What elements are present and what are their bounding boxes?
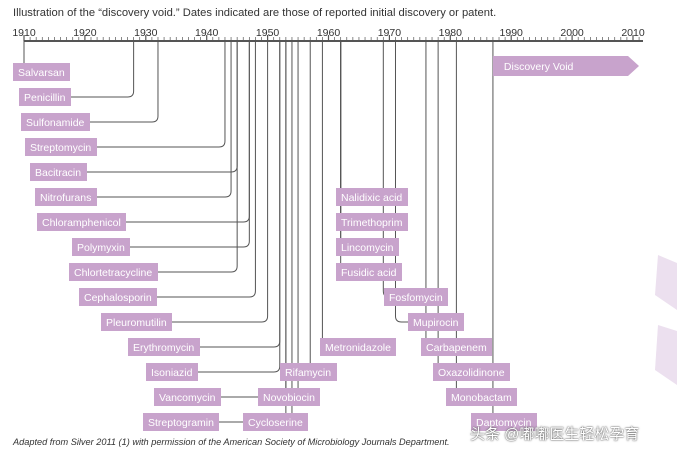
tick-label: 1920 — [73, 27, 97, 39]
drug-label: Mupirocin — [413, 317, 459, 329]
drug-box — [280, 363, 337, 381]
drug-box — [143, 413, 219, 431]
drug-label: Nalidixic acid — [341, 192, 402, 204]
drug-box — [21, 113, 90, 131]
tick-label: 1940 — [195, 27, 219, 39]
drug-label: Chlortetracycline — [74, 267, 152, 279]
drug-label: Salvarsan — [18, 67, 65, 79]
watermark: 头条 @嘟嘟医生轻松孕育 — [470, 426, 640, 443]
drug-box — [72, 238, 130, 256]
leader-line — [219, 41, 287, 423]
drug-label: Sulfonamide — [26, 117, 85, 129]
leader-line — [198, 41, 281, 373]
drug-label: Erythromycin — [133, 342, 194, 354]
drug-box — [320, 338, 396, 356]
source-note: Adapted from Silver 2011 (1) with permis… — [13, 437, 450, 447]
drug-box — [19, 88, 71, 106]
drug-box — [128, 338, 200, 356]
drug-box — [13, 63, 70, 81]
drug-label: Fosfomycin — [389, 292, 443, 304]
drug-label: Streptomycin — [30, 142, 91, 154]
drug-box — [243, 413, 308, 431]
drug-label: Polymyxin — [77, 242, 125, 254]
drug-box — [25, 138, 97, 156]
drug-box — [336, 238, 399, 256]
tick-label: 1960 — [317, 27, 341, 39]
drug-label: Daptomycin — [476, 417, 532, 429]
drug-box — [336, 263, 402, 281]
drug-box — [146, 363, 198, 381]
drug-label: Metronidazole — [325, 342, 391, 354]
tick-label: 1990 — [500, 27, 524, 39]
leader-line — [394, 41, 408, 323]
drug-box — [154, 388, 221, 406]
drug-label: Penicillin — [24, 92, 66, 104]
drug-label: Chloramphenicol — [42, 217, 121, 229]
drug-label: Fusidic acid — [341, 267, 397, 279]
drug-label: Trimethoprim — [341, 217, 403, 229]
leader-line — [97, 41, 232, 198]
tick-label: 1950 — [256, 27, 280, 39]
drug-label: Pleuromutilin — [106, 317, 167, 329]
leader-line — [172, 41, 269, 323]
tick-label: 2000 — [560, 27, 584, 39]
discovery-void-label: Discovery Void — [504, 61, 574, 73]
drug-box — [384, 288, 448, 306]
drug-label: Isoniazid — [151, 367, 193, 379]
drug-box — [101, 313, 172, 331]
drug-box — [30, 163, 87, 181]
drug-label: Bacitracin — [35, 167, 81, 179]
drug-label: Vancomycin — [159, 392, 216, 404]
leader-line — [158, 41, 238, 273]
chart-title: Illustration of the “discovery void.” Da… — [13, 7, 497, 19]
leader-line — [71, 41, 135, 98]
discovery-void-arrow — [492, 56, 639, 76]
drug-label: Rifamycin — [285, 367, 331, 379]
leader-line — [87, 41, 238, 173]
drug-box — [79, 288, 157, 306]
drug-box — [35, 188, 97, 206]
drug-label: Cephalosporin — [84, 292, 152, 304]
drug-box — [69, 263, 158, 281]
decorative-stripes — [655, 255, 677, 385]
leader-line — [157, 41, 256, 298]
drug-label: Monobactam — [451, 392, 512, 404]
leader-line — [97, 41, 226, 148]
drug-box — [37, 213, 126, 231]
leader-line — [130, 41, 250, 248]
drug-label: Nitrofurans — [40, 192, 91, 204]
tick-label: 1910 — [12, 27, 36, 39]
drug-box — [421, 338, 492, 356]
drug-label: Cycloserine — [248, 417, 303, 429]
drug-box — [446, 388, 517, 406]
drug-box — [408, 313, 464, 331]
drug-label: Oxazolidinone — [438, 367, 505, 379]
drug-box — [258, 388, 320, 406]
drug-box — [336, 188, 408, 206]
tick-label: 1980 — [439, 27, 463, 39]
tick-label: 1930 — [134, 27, 158, 39]
drug-box — [471, 413, 537, 431]
drug-label: Carbapenem — [426, 342, 487, 354]
drug-label: Novobiocin — [263, 392, 315, 404]
drug-label: Streptogramin — [148, 417, 214, 429]
leader-line — [90, 41, 159, 123]
leader-line — [382, 41, 390, 298]
drug-box — [433, 363, 510, 381]
drug-label: Lincomycin — [341, 242, 394, 254]
tick-label: 1970 — [378, 27, 402, 39]
drug-box — [336, 213, 408, 231]
tick-label: 2010 — [621, 27, 645, 39]
